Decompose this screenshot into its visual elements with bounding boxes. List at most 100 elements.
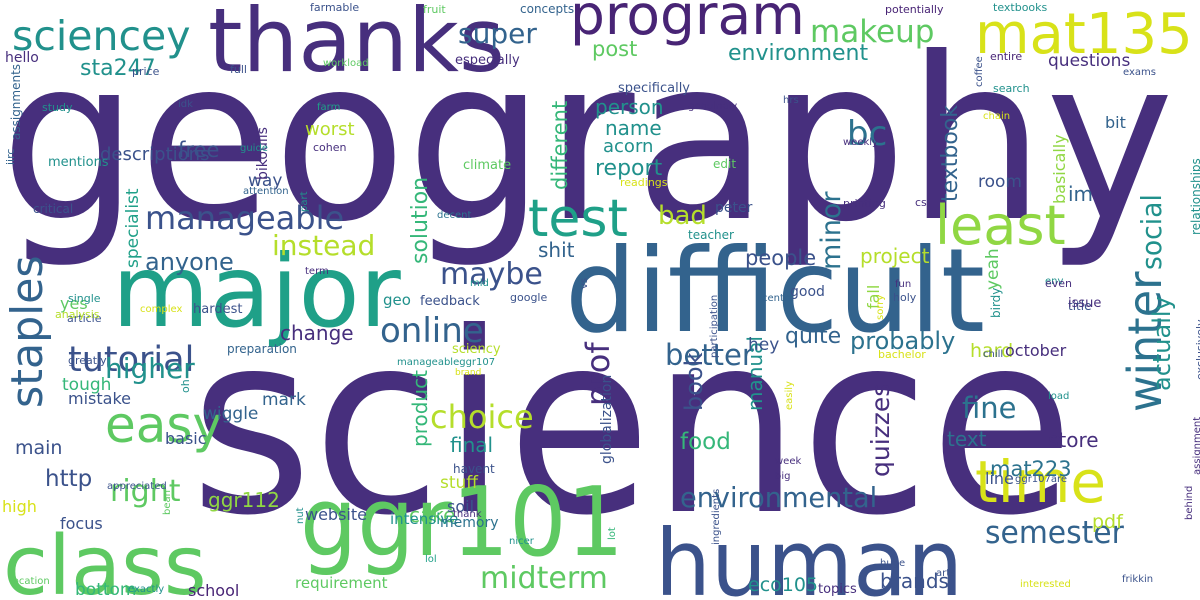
word-behind: behind: [1184, 485, 1195, 520]
word-fruit: fruit: [423, 2, 446, 16]
word-centre: centre: [762, 293, 794, 305]
word-good: good: [790, 284, 825, 301]
word-workload: workload: [323, 58, 369, 70]
word-ggr101: ggr101: [300, 467, 624, 578]
word-teacher: teacher: [688, 227, 734, 242]
word-single: single: [68, 291, 101, 305]
word-birdy: birdy: [989, 287, 1003, 318]
word-questions: questions: [1048, 51, 1131, 72]
word-focus: focus: [60, 513, 103, 533]
word-text: text: [947, 426, 987, 451]
word-tough: tough: [62, 375, 112, 396]
word-maybe: maybe: [440, 257, 543, 293]
word-location: location: [10, 576, 50, 588]
word-issue: issue: [1068, 296, 1102, 312]
word-farmable: farmable: [310, 0, 360, 14]
word-intensive: intensive: [390, 509, 459, 528]
word-product: product: [408, 370, 432, 447]
word-hrs: hrs: [783, 95, 799, 107]
word-im: im: [1068, 181, 1094, 206]
word-quizzes: quizzes: [866, 383, 895, 477]
word-assignments: assignments: [9, 63, 23, 140]
word-appreciated: appreciated: [107, 481, 167, 493]
word-sciencey: sciencey: [12, 11, 191, 60]
word-price: price: [132, 64, 160, 78]
word-cohen: cohen: [313, 140, 347, 154]
word-thanks: thanks: [208, 0, 505, 93]
word-assignment: assignment: [1192, 416, 1200, 475]
word-line: line: [985, 468, 1014, 488]
word-attention: attention: [243, 186, 289, 198]
word-major: major: [112, 233, 401, 350]
word-class: class: [3, 518, 207, 600]
word-sciency: sciency: [452, 342, 501, 358]
word-complex: complex: [140, 304, 183, 316]
word-greatly: greatly: [68, 353, 107, 367]
word-sorry: sorry: [875, 294, 886, 320]
word-article: article: [67, 311, 102, 325]
word-shit: shit: [538, 237, 575, 262]
word-analysis: analysis: [55, 307, 100, 321]
word-mistake: mistake: [68, 388, 131, 408]
word-cake: cake: [409, 502, 456, 527]
word-descriptions: descriptions: [100, 144, 210, 166]
word-store: store: [1048, 427, 1099, 452]
word-part: part: [299, 191, 310, 212]
word-better: better: [665, 337, 754, 372]
word-brands: brands: [880, 568, 949, 593]
word-room: room: [978, 172, 1022, 193]
word-tutorial: tutorial: [68, 340, 195, 381]
word-brand: brand: [455, 368, 482, 379]
word-huge: huge: [880, 558, 906, 570]
word-full: full: [230, 62, 247, 76]
word-thank: thank: [453, 509, 482, 521]
word-free: free: [178, 138, 220, 163]
word-person: person: [595, 94, 664, 119]
word-mat135: mat135: [975, 2, 1193, 68]
word-higher: higher: [105, 351, 195, 385]
word-online: online: [380, 311, 484, 352]
word-makeup: makeup: [810, 14, 935, 51]
word-title: title: [1068, 298, 1092, 313]
word-ggr112: ggr112: [208, 487, 280, 512]
word-right: right: [110, 474, 181, 510]
word-oh: oh: [179, 379, 192, 393]
word-interested: interested: [1020, 579, 1071, 591]
word-vs: vs: [579, 277, 590, 289]
word-especially: especially: [455, 53, 520, 69]
word-soil: soil: [447, 496, 475, 516]
word-hardest: hardest: [193, 302, 243, 318]
word-havent: havent: [453, 461, 495, 476]
word-term: term: [305, 266, 329, 278]
word-chill: chill: [983, 349, 1004, 361]
word-choice: choice: [430, 397, 534, 436]
word-semester: semester: [985, 515, 1124, 552]
word-even: even: [1045, 276, 1073, 290]
word-yeah: yeah: [983, 248, 1003, 290]
word-bachelor: bachelor: [878, 347, 926, 361]
word-exclusively: exclusively: [1194, 319, 1200, 380]
word-social: social: [1135, 194, 1168, 270]
word-cs: cs: [915, 195, 927, 209]
word-textbook: textbook: [938, 104, 963, 202]
word-genuinely: genuinely: [688, 101, 738, 113]
word-test: test: [528, 189, 628, 250]
word-arts: arts: [936, 568, 956, 580]
word-exactly: exactly: [128, 584, 165, 596]
word-acorn: acorn: [603, 136, 654, 158]
word-idk: idk: [178, 99, 193, 111]
word-program: program: [570, 0, 805, 48]
word-wiggle: wiggle: [203, 404, 259, 425]
word-decent: decent: [437, 210, 472, 222]
word-participation: participation: [709, 294, 720, 358]
word-frikkin: frikkin: [1122, 574, 1154, 586]
word-post: post: [592, 37, 638, 62]
word-yes: yes: [60, 293, 88, 313]
word-lol: lol: [425, 554, 437, 566]
word-project: project: [860, 243, 930, 268]
word-easily: easily: [784, 381, 795, 410]
word-week: week: [775, 456, 802, 468]
word-critical: critical: [33, 201, 74, 216]
word-pdf: pdf: [1092, 510, 1123, 533]
word-mat223: mat223: [990, 457, 1072, 482]
